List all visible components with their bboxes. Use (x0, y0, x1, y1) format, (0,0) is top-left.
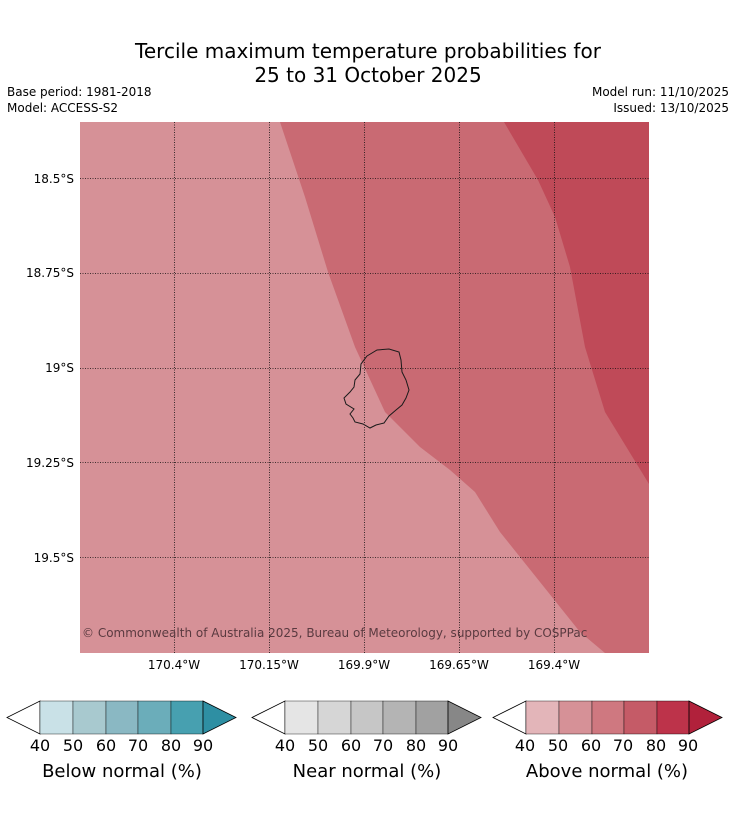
region-above-70-80 (504, 122, 649, 484)
region-above-60-70 (280, 122, 649, 653)
below-normal-label: Below normal (%) (42, 761, 202, 782)
lat-label-18-5: 18.5°S (33, 172, 74, 186)
lat-label-19-25: 19.25°S (26, 456, 74, 470)
map-title-line-2: 25 to 31 October 2025 (254, 63, 482, 87)
meta-right: Model run: 11/10/2025 Issued: 13/10/2025 (592, 84, 729, 116)
near-tick-50: 50 (307, 736, 329, 755)
near-normal-label: Near normal (%) (292, 761, 442, 782)
lon-label-169-9: 169.9°W (337, 658, 391, 672)
map-panel[interactable]: © Commonwealth of Australia 2025, Bureau… (80, 122, 649, 653)
colorbar-near-normal (251, 700, 483, 740)
above-tick-90: 90 (677, 736, 699, 755)
below-tick-70: 70 (127, 736, 149, 755)
lon-label-169-4: 169.4°W (527, 658, 581, 672)
lat-label-19: 19°S (45, 361, 74, 375)
model-run-text: Model run: 11/10/2025 (591, 85, 729, 99)
above-tick-50: 50 (547, 736, 569, 755)
lon-label-170-4: 170.4°W (147, 658, 201, 672)
map-title-line-1: Tercile maximum temperature probabilitie… (135, 39, 601, 63)
colorbar-above-normal (492, 700, 724, 740)
near-tick-90: 90 (437, 736, 459, 755)
copyright-text: © Commonwealth of Australia 2025, Bureau… (82, 626, 588, 640)
issued-text: Issued: 13/10/2025 (613, 101, 729, 115)
lon-label-170-15: 170.15°W (239, 658, 299, 672)
near-tick-60: 60 (340, 736, 362, 755)
above-tick-80: 80 (645, 736, 667, 755)
above-tick-40: 40 (514, 736, 536, 755)
island-outline (343, 348, 410, 429)
above-tick-60: 60 (580, 736, 602, 755)
below-tick-80: 80 (160, 736, 182, 755)
below-tick-50: 50 (62, 736, 84, 755)
meta-left: Base period: 1981-2018 Model: ACCESS-S2 (7, 84, 152, 116)
near-tick-40: 40 (274, 736, 296, 755)
above-normal-label: Above normal (%) (525, 761, 689, 782)
lat-label-19-5: 19.5°S (33, 551, 74, 565)
below-tick-40: 40 (29, 736, 51, 755)
graticule (80, 122, 649, 653)
below-tick-60: 60 (95, 736, 117, 755)
lon-label-169-65: 169.65°W (429, 658, 489, 672)
above-tick-70: 70 (612, 736, 634, 755)
base-period-text: Base period: 1981-2018 (7, 85, 152, 99)
near-tick-70: 70 (372, 736, 394, 755)
model-text: Model: ACCESS-S2 (7, 101, 119, 115)
below-tick-90: 90 (192, 736, 214, 755)
lat-label-18-75: 18.75°S (26, 266, 74, 280)
near-tick-80: 80 (405, 736, 427, 755)
probability-map (80, 122, 649, 653)
colorbar-below-normal (6, 700, 238, 740)
